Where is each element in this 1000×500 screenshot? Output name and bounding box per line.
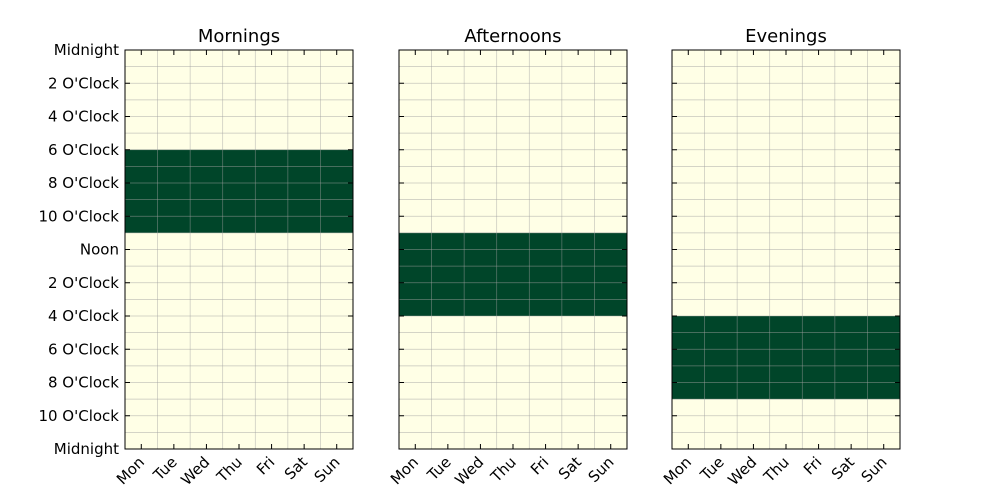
y-tick-label: Midnight: [54, 41, 119, 59]
heatmap-cell-mon: [125, 149, 158, 233]
heatmap-cell-sun: [867, 316, 901, 400]
x-tick-label-fri: Fri: [527, 453, 552, 478]
y-tick-label: 10 O'Clock: [38, 207, 119, 225]
x-tick-label-sun: Sun: [858, 453, 891, 486]
heatmap-cell-wed: [737, 316, 771, 400]
x-tick-label-sat: Sat: [828, 453, 858, 483]
y-tick-label: 4 O'Clock: [48, 307, 119, 325]
x-tick-label-mon: Mon: [113, 453, 148, 488]
y-tick-label: 8 O'Clock: [48, 174, 119, 192]
x-tick-label-mon: Mon: [660, 453, 695, 488]
y-tick-label: 6 O'Clock: [48, 340, 119, 358]
y-tick-label: Noon: [80, 241, 119, 259]
y-tick-label: 4 O'Clock: [48, 108, 119, 126]
y-tick-label: 2 O'Clock: [48, 274, 119, 292]
x-tick-label-tue: Tue: [149, 453, 181, 485]
heatmap-cell-sat: [287, 149, 321, 233]
heatmap-cell-thu: [769, 316, 803, 400]
panel-mornings: Midnight 2 O'Clock 4 O'Clock 6 O'Clock 8 O'C…: [38, 26, 354, 489]
heatmap-cell-wed: [190, 149, 224, 233]
heatmap-cell-wed: [464, 232, 498, 316]
y-tick-label: Midnight: [54, 440, 119, 458]
y-tick-label: 6 O'Clock: [48, 141, 119, 159]
x-tick-label-sun: Sun: [585, 453, 618, 486]
heatmap-cell-thu: [222, 149, 256, 233]
x-tick-label-sat: Sat: [281, 453, 311, 483]
y-tick-label: 2 O'Clock: [48, 74, 119, 92]
heatmap-cell-sat: [834, 316, 868, 400]
x-tick-label-sun: Sun: [311, 453, 344, 486]
panel-title: Evenings: [745, 26, 827, 47]
x-tick-label-wed: Wed: [451, 453, 487, 489]
heatmap-cell-fri: [529, 232, 563, 316]
x-tick-label-sat: Sat: [555, 453, 585, 483]
y-tick-label: 8 O'Clock: [48, 374, 119, 392]
panel-title: Mornings: [198, 26, 280, 47]
x-tick-label-thu: Thu: [759, 453, 792, 486]
heatmap-cell-thu: [496, 232, 530, 316]
heatmap-cell-sun: [320, 149, 354, 233]
heatmap-cell-fri: [255, 149, 289, 233]
heatmap-cell-mon: [399, 232, 432, 316]
x-tick-label-thu: Thu: [486, 453, 519, 486]
x-tick-label-fri: Fri: [800, 453, 825, 478]
heatmap-cell-sat: [561, 232, 595, 316]
heatmap-cell-tue: [431, 232, 465, 316]
x-tick-label-wed: Wed: [724, 453, 760, 489]
panel-title: Afternoons: [464, 26, 561, 47]
heatmap-cell-mon: [672, 316, 705, 400]
heatmap-cell-fri: [802, 316, 836, 400]
x-tick-label-fri: Fri: [253, 453, 278, 478]
heatmap-cell-tue: [157, 149, 191, 233]
heatmap-cell-sun: [594, 232, 628, 316]
x-tick-label-wed: Wed: [177, 453, 213, 489]
x-tick-label-tue: Tue: [696, 453, 728, 485]
heatmap-cell-tue: [704, 316, 738, 400]
y-tick-label: 10 O'Clock: [38, 407, 119, 425]
x-tick-label-thu: Thu: [212, 453, 245, 486]
x-tick-label-tue: Tue: [423, 453, 455, 485]
x-tick-label-mon: Mon: [387, 453, 422, 488]
